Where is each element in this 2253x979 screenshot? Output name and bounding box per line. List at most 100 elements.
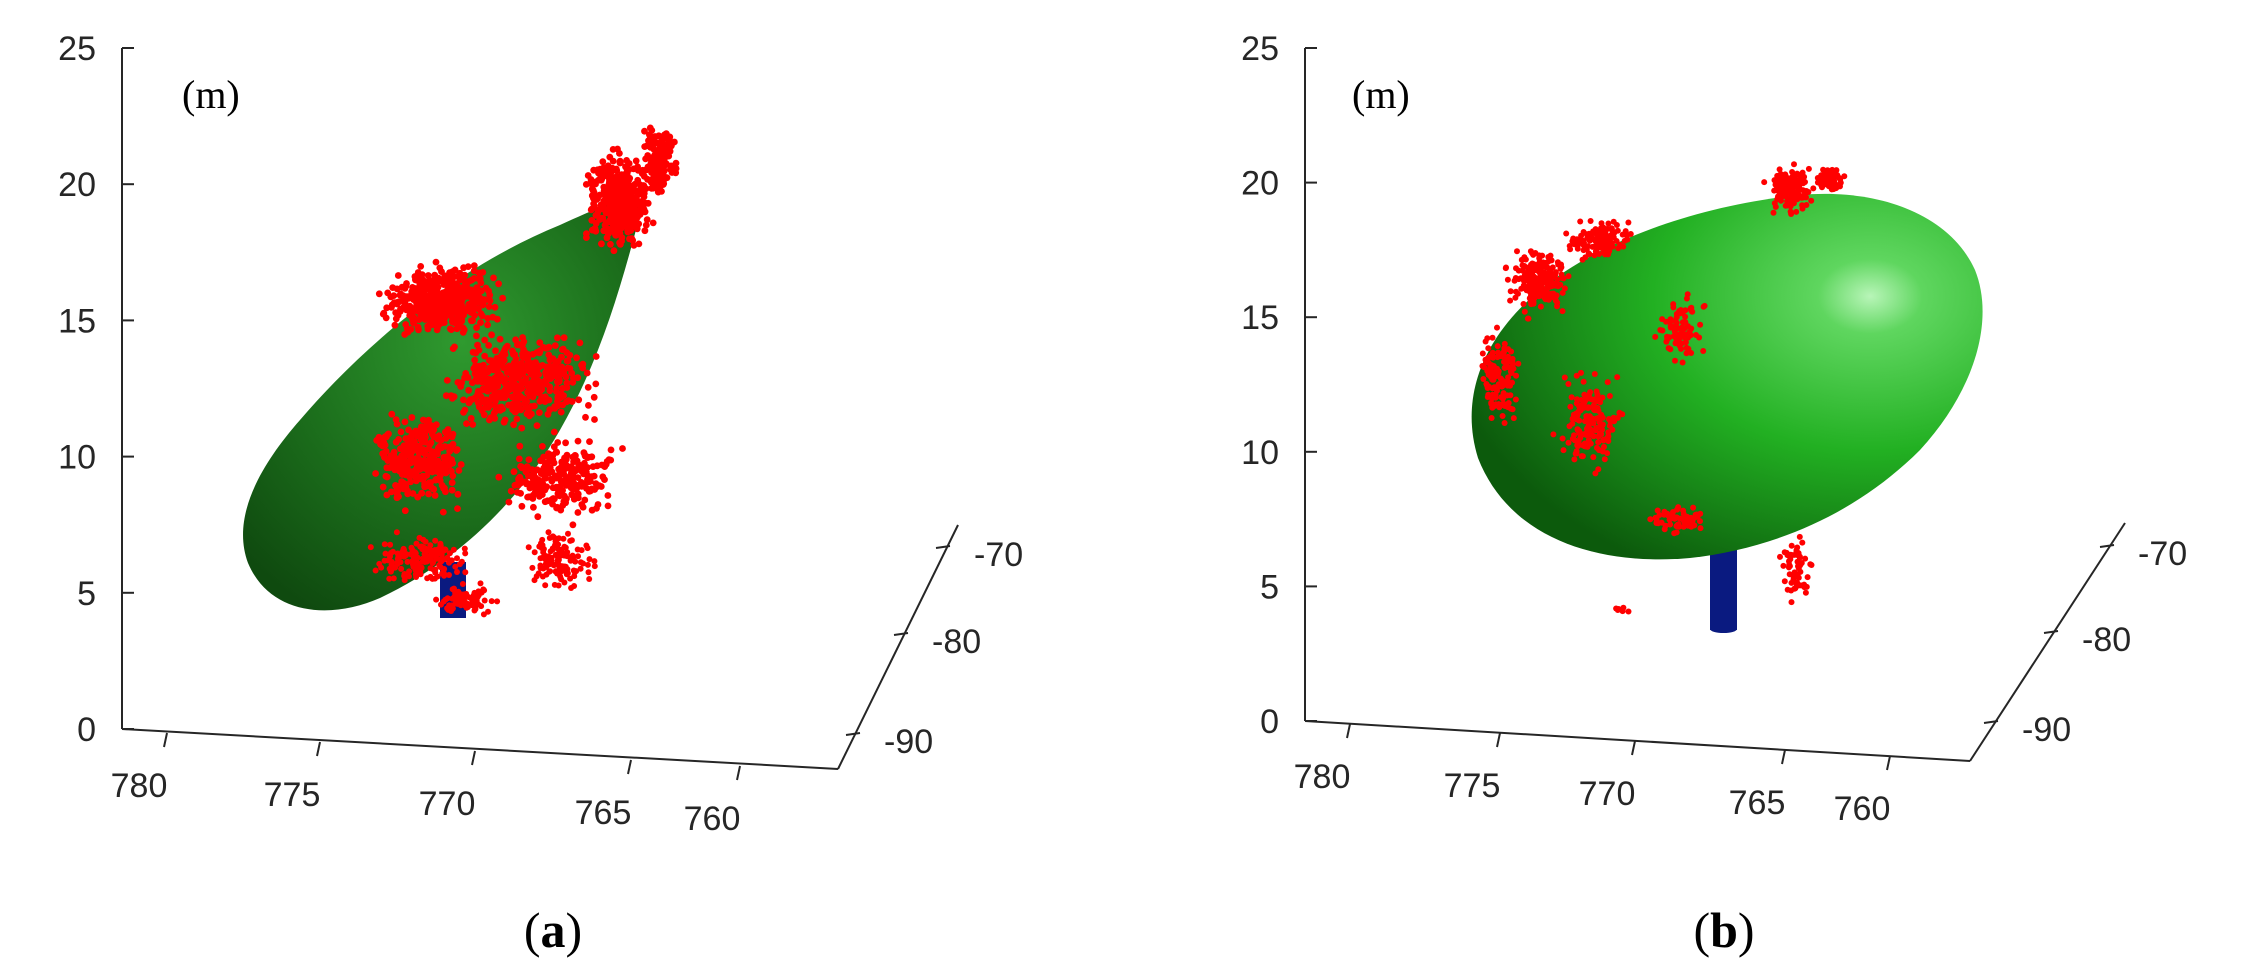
panel-a-point	[592, 219, 600, 227]
panel-a-point	[473, 324, 480, 331]
panel-a-point	[509, 406, 517, 414]
panel-b-point	[1659, 327, 1666, 334]
panel-a-point	[480, 411, 488, 419]
panel-a-point	[500, 418, 508, 426]
panel-b-point	[1794, 544, 1801, 551]
panel-a-point	[491, 402, 498, 409]
panel-b-point	[1596, 251, 1603, 257]
panel-a-point	[600, 164, 607, 172]
panel-b-point	[1495, 349, 1502, 356]
panel-a-point	[561, 579, 568, 586]
panel-a-y-tick-label: -70	[974, 536, 1023, 574]
panel-a-point	[436, 477, 444, 484]
panel-a-z-tick-label: 10	[58, 439, 96, 477]
panel-a-point	[505, 498, 513, 506]
panel-b-point	[1606, 239, 1613, 246]
panel-a-point	[608, 211, 615, 219]
panel-a-point	[641, 143, 649, 151]
panel-b-point	[1700, 348, 1707, 354]
panel-a-point	[523, 380, 530, 387]
panel-b-point	[1507, 392, 1514, 399]
panel-a-point	[429, 453, 436, 460]
panel-a-point	[489, 359, 497, 366]
panel-a-point	[518, 424, 526, 432]
panel-a-point	[462, 569, 469, 576]
panel-a-point	[478, 603, 485, 610]
panel-b-z-tick-label: 5	[1260, 568, 1279, 606]
panel-a-point	[398, 452, 406, 460]
panel-a-point	[546, 464, 554, 471]
panel-a-point	[565, 479, 573, 487]
panel-a-point	[516, 479, 524, 486]
panel-b-point	[1810, 185, 1817, 192]
panel-a-point	[473, 332, 480, 340]
panel-a-point	[495, 473, 503, 481]
panel-b-x-tick-mark	[1781, 749, 1786, 765]
panel-a-point	[617, 219, 624, 226]
panel-a-point	[474, 387, 482, 395]
panel-b-point	[1488, 369, 1495, 376]
panel-a-point	[467, 415, 475, 422]
panel-a-point	[666, 147, 674, 155]
panel-b-point	[1585, 231, 1592, 238]
panel-a-point	[417, 263, 425, 270]
panel-a-point	[617, 241, 624, 248]
panel-a-point	[389, 548, 396, 555]
panel-a-y-tick-mark	[845, 732, 861, 736]
panel-a-point	[405, 426, 412, 434]
panel-b-point	[1593, 398, 1600, 405]
panel-a-point	[568, 464, 576, 472]
panel-b-point	[1592, 427, 1599, 434]
panel-a-point	[541, 462, 549, 469]
panel-a-point	[607, 446, 615, 454]
panel-a-point	[449, 268, 456, 275]
panel-a-y-tick-mark	[893, 632, 909, 636]
panel-b-point	[1652, 333, 1659, 340]
panel-a-point	[466, 292, 474, 300]
panel-a-point	[430, 485, 438, 493]
panel-a-point	[659, 178, 667, 186]
panel-a-point	[566, 351, 574, 359]
panel-a-point	[421, 438, 429, 446]
panel-a-point	[470, 267, 478, 275]
panel-a-point	[536, 339, 544, 346]
panel-a-point	[634, 189, 641, 197]
panel-a-point	[468, 276, 476, 284]
panel-a-point	[621, 171, 629, 179]
panel-a-x-tick-mark	[316, 741, 321, 757]
panel-a-point	[588, 226, 596, 234]
panel-b-point	[1761, 179, 1768, 186]
panel-a-point	[481, 597, 488, 604]
panel-a-point	[563, 384, 571, 391]
panel-a-point	[488, 598, 495, 605]
panel-b-point	[1772, 203, 1779, 210]
panel-b-point	[1601, 456, 1608, 463]
panel-b-point	[1793, 208, 1800, 215]
panel-a-point	[375, 290, 383, 298]
panel-b-point	[1492, 391, 1499, 398]
panel-a-point	[552, 370, 559, 378]
panel-b-point	[1577, 218, 1584, 225]
panel-a-point	[581, 480, 588, 488]
panel-b-x-tick-label: 780	[1294, 758, 1351, 796]
panel-b-z-ticks: 0 5 10 15 20 25	[1241, 30, 1317, 741]
panel-a-point	[449, 430, 457, 438]
panel-b-point	[1613, 222, 1620, 228]
panel-a-point	[672, 169, 680, 177]
panel-b-point	[1533, 263, 1539, 270]
panel-a-point	[393, 300, 401, 308]
panel-a-point	[407, 478, 414, 486]
panel-b-point	[1587, 389, 1594, 396]
panel-a-point	[536, 363, 543, 371]
panel-b-trunk	[1710, 548, 1737, 630]
panel-b-point	[1488, 362, 1495, 369]
panel-b-point	[1689, 308, 1696, 315]
panel-a-point	[647, 160, 655, 168]
panel-a-point	[586, 477, 594, 485]
panel-b-point	[1503, 364, 1510, 371]
panel-b-point	[1488, 374, 1495, 381]
panel-b-x-axis	[1304, 720, 1971, 762]
panel-b-point	[1788, 542, 1795, 549]
panel-a-point	[434, 447, 441, 455]
panel-a-point	[430, 426, 438, 434]
